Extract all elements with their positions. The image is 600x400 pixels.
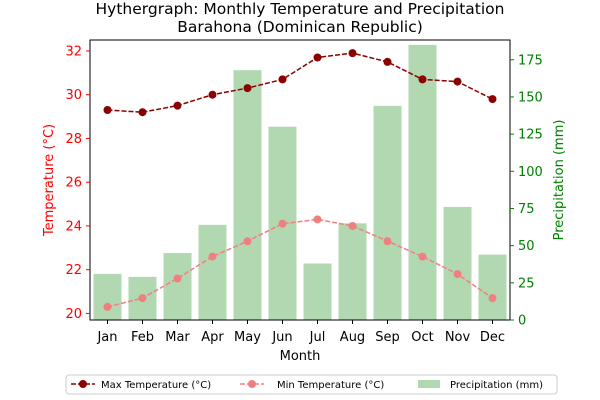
left-tick-label: 26: [65, 176, 82, 191]
max-temp-point-jul: [313, 53, 322, 62]
max-temp-point-may: [243, 84, 252, 93]
right-tick-label: 100: [518, 165, 543, 180]
legend-box: [65, 374, 558, 395]
right-tick-label: 25: [518, 276, 535, 291]
left-tick-label: 30: [65, 88, 82, 103]
precip-bar-dec: [478, 254, 507, 320]
min-temp-point-mar: [173, 274, 182, 283]
max-temp-point-dec: [488, 95, 497, 104]
max-temp-point-sep: [383, 57, 392, 66]
chart-title-line2: Barahona (Dominican Republic): [177, 18, 423, 36]
precip-bar-sep: [373, 105, 402, 321]
left-tick-label: 24: [65, 219, 82, 234]
left-tick-label: 22: [65, 263, 82, 278]
legend-min-label: Min Temperature (°C): [277, 380, 384, 391]
precip-bar-apr: [198, 224, 227, 320]
min-temp-point-oct: [418, 252, 427, 261]
min-temp-point-feb: [138, 294, 147, 303]
max-temp-line: [107, 52, 493, 113]
precip-bar-may: [233, 70, 262, 320]
min-temp-point-jan: [103, 302, 112, 311]
x-axis-label: Month: [280, 349, 321, 364]
max-temp-point-mar: [173, 101, 182, 110]
min-temp-point-jun: [278, 219, 287, 228]
max-temp-point-feb: [138, 108, 147, 117]
min-temp-point-apr: [208, 252, 217, 261]
legend-min-dot-marker: [248, 380, 256, 388]
min-temp-point-dec: [488, 294, 497, 303]
left-axis-label: Temperature (°C): [42, 124, 57, 237]
min-temp-point-nov: [453, 270, 462, 279]
max-temp-point-nov: [453, 77, 462, 86]
x-tick-label: Jul: [309, 330, 326, 345]
x-tick-label: Sep: [375, 330, 400, 345]
x-tick-label: Jun: [271, 330, 292, 345]
min-temp-point-aug: [348, 221, 357, 230]
right-tick-label: 0: [518, 314, 526, 329]
min-temp-line: [107, 218, 493, 308]
max-temp-point-oct: [418, 75, 427, 84]
precip-bar-mar: [163, 253, 192, 320]
left-tick-label: 28: [65, 132, 82, 147]
x-tick-label: May: [234, 330, 261, 345]
right-axis-label: Precipitation (mm): [552, 120, 567, 241]
legend-precip-swatch: [418, 380, 440, 388]
plot-frame: [89, 39, 511, 321]
right-tick-label: 125: [518, 128, 543, 143]
x-tick-label: Jan: [96, 330, 117, 345]
x-tick-label: Dec: [480, 330, 505, 345]
left-tick-label: 32: [65, 44, 82, 59]
max-temp-point-jun: [278, 75, 287, 84]
legend-max-dot-marker: [79, 380, 87, 388]
min-temp-point-jul: [313, 215, 322, 224]
x-tick-label: Feb: [131, 330, 154, 345]
precip-bar-nov: [443, 206, 472, 320]
x-tick-label: Aug: [340, 330, 365, 345]
precip-bar-jul: [303, 263, 332, 320]
left-tick-label: 20: [65, 307, 82, 322]
precip-bar-jan: [93, 273, 122, 320]
precip-bar-oct: [408, 44, 437, 320]
legend-precip-label: Precipitation (mm): [450, 380, 543, 391]
min-temp-point-sep: [383, 237, 392, 246]
max-temp-point-aug: [348, 49, 357, 58]
x-tick-label: Mar: [165, 330, 190, 345]
min-temp-point-may: [243, 237, 252, 246]
legend: Max Temperature (°C) Min Temperature (°C…: [65, 374, 558, 395]
chart-title-line1: Hythergraph: Monthly Temperature and Pre…: [96, 0, 505, 18]
x-tick-label: Nov: [445, 330, 471, 345]
right-tick-label: 175: [518, 53, 543, 68]
max-temp-point-jan: [103, 106, 112, 114]
right-tick-label: 50: [518, 239, 535, 254]
x-tick-label: Oct: [411, 330, 433, 345]
max-temp-point-apr: [208, 90, 217, 99]
precip-bar-aug: [338, 223, 367, 320]
right-tick-label: 75: [518, 202, 535, 217]
right-tick-label: 150: [518, 90, 543, 105]
legend-max-label: Max Temperature (°C): [101, 380, 211, 391]
x-tick-label: Apr: [201, 330, 224, 345]
